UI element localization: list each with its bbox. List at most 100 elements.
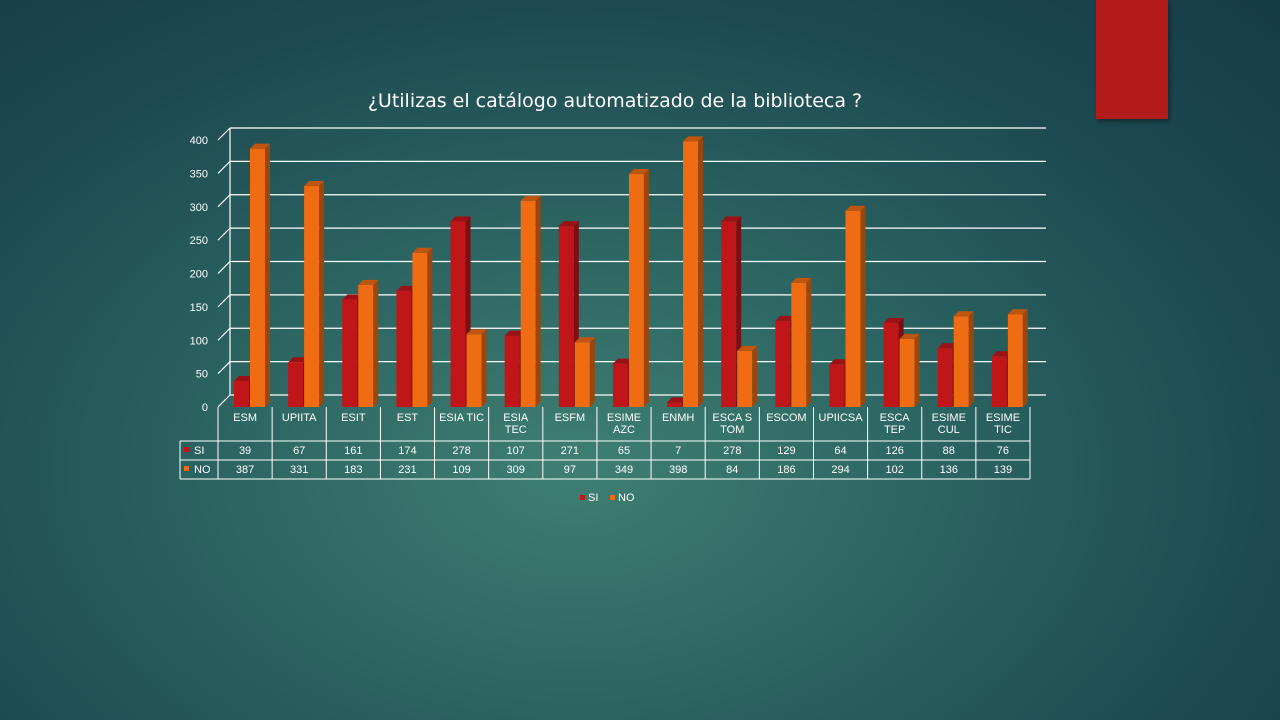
bar-no [845, 205, 866, 407]
bar-top [721, 216, 742, 222]
bar-no [466, 329, 487, 407]
bar-no [520, 195, 541, 407]
gridline-side [217, 261, 231, 274]
bar-no [899, 333, 920, 407]
gridline-side [217, 361, 231, 375]
table-cell-value: 183 [344, 464, 362, 476]
bar-front [520, 200, 536, 407]
bar-front [775, 320, 791, 407]
table-cell-value: 76 [997, 445, 1009, 457]
table-cell-value: 65 [618, 445, 630, 457]
category-label: ESCOM [766, 412, 806, 424]
bar-top [1007, 309, 1028, 315]
category-label: CUL [938, 424, 960, 436]
category-label: AZC [613, 424, 635, 436]
bar-top [574, 337, 595, 343]
bar-top [883, 317, 904, 323]
table-cell-value: 84 [726, 464, 738, 476]
table-cell-value: 186 [777, 464, 795, 476]
table-cell-value: 109 [452, 464, 470, 476]
bar-top [342, 294, 363, 300]
gridline-side [217, 294, 231, 308]
gridline-side [217, 394, 231, 408]
bar-front [737, 350, 753, 407]
bar-front [899, 338, 915, 407]
bar-top [991, 351, 1012, 357]
y-tick-label: 300 [190, 202, 208, 214]
table-cell-value: 278 [452, 445, 470, 457]
bar-top [250, 143, 270, 149]
bar-front [396, 290, 412, 407]
category-label: TEC [505, 424, 527, 436]
bar-top [412, 247, 433, 253]
bar-top [628, 169, 649, 175]
bar-top [466, 329, 487, 335]
bar-side [698, 136, 704, 407]
table-cell-value: 126 [885, 445, 903, 457]
bar-top [504, 330, 525, 336]
table-cell-value: 174 [398, 445, 416, 457]
table-cell-value: 136 [940, 464, 958, 476]
legend-key-si [580, 495, 585, 500]
legend-label: NO [618, 492, 635, 504]
bar-top [234, 375, 254, 381]
bar-front [466, 334, 482, 407]
table-cell-value: 39 [239, 445, 251, 457]
bar-front [991, 356, 1007, 407]
series-row-label: SI [194, 445, 204, 457]
category-label: ESIA [503, 412, 529, 424]
bar-front [304, 186, 320, 407]
bar-top [667, 397, 688, 403]
y-tick-label: 250 [190, 235, 208, 247]
bar-no [304, 181, 325, 407]
y-tick-label: 150 [190, 302, 208, 314]
table-cell-value: 161 [344, 445, 362, 457]
bar-front [450, 221, 466, 407]
bar-side [860, 205, 866, 407]
y-tick-label: 350 [190, 168, 208, 180]
table-cell-value: 398 [669, 464, 687, 476]
y-tick-label: 50 [196, 369, 208, 381]
table-cell-value: 88 [943, 445, 955, 457]
bar-no [791, 277, 812, 407]
bar-no [683, 136, 704, 407]
decorative-red-block [1096, 0, 1168, 119]
series-row-label: NO [194, 464, 211, 476]
bar-si [721, 216, 742, 407]
legend-label: SI [588, 492, 598, 504]
bar-side [968, 311, 974, 407]
category-label: ESCA S [712, 412, 752, 424]
y-tick-label: 200 [190, 269, 208, 281]
bar-top [396, 285, 417, 291]
category-label: ESCA [880, 412, 911, 424]
series-key-si [184, 447, 189, 452]
y-tick-label: 0 [202, 402, 208, 414]
category-label: ESIT [341, 412, 366, 424]
bar-front [937, 348, 953, 407]
gridline-side [217, 194, 231, 208]
table-cell-value: 7 [675, 445, 681, 457]
bar-top [737, 345, 758, 351]
bar-top [558, 221, 579, 227]
bar-front [612, 363, 628, 407]
bar-front [288, 362, 304, 407]
table-cell-value: 294 [831, 464, 849, 476]
bar-front [574, 342, 590, 407]
bar-top [791, 277, 812, 283]
bar-front [234, 380, 249, 407]
table-cell-value: 64 [834, 445, 846, 457]
table-cell-value: 107 [507, 445, 525, 457]
bar-no [737, 345, 758, 407]
bar-top [288, 357, 309, 363]
table-cell-value: 278 [723, 445, 741, 457]
bar-front [628, 174, 644, 407]
category-label: ESIME [932, 412, 966, 424]
table-cell-value: 231 [398, 464, 416, 476]
bar-front [953, 316, 969, 407]
bar-side [535, 195, 541, 407]
y-tick-label: 400 [190, 135, 208, 147]
category-label: TIC [994, 424, 1012, 436]
bar-side [914, 333, 920, 407]
gridline-side [217, 327, 231, 341]
bar-top [937, 343, 958, 349]
